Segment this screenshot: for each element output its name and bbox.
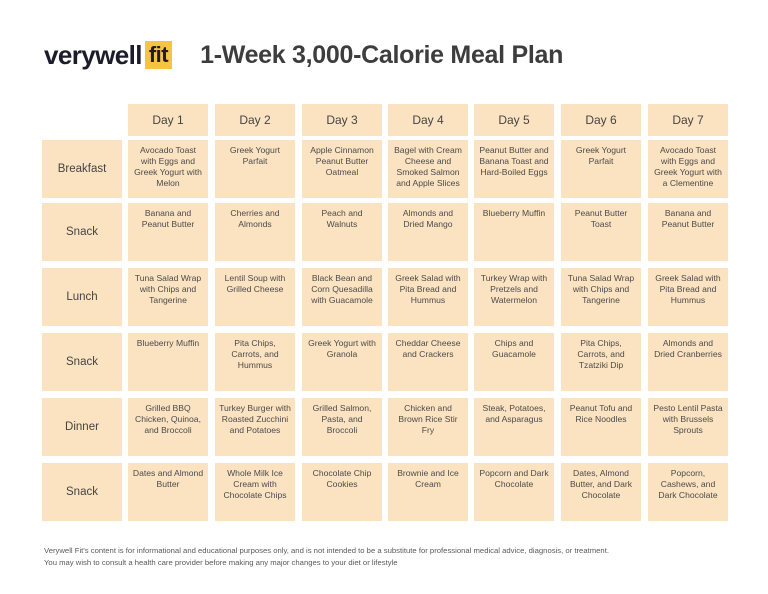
meal-cell: Whole Milk Ice Cream with Chocolate Chip… [215,463,295,521]
meal-cell: Popcorn and Dark Chocolate [474,463,554,521]
day-header: Day 5 [474,104,554,136]
meal-cell: Pita Chips, Carrots, and Tzatziki Dip [561,333,641,391]
meal-cell: Greek Salad with Pita Bread and Hummus [648,268,728,326]
meal-cell: Cheddar Cheese and Crackers [388,333,468,391]
header: verywell fit 1-Week 3,000-Calorie Meal P… [44,38,563,72]
meal-cell: Peanut Tofu and Rice Noodles [561,398,641,456]
meal-cell: Banana and Peanut Butter [648,203,728,261]
meal-cell: Dates and Almond Butter [128,463,208,521]
meal-cell: Dates, Almond Butter, and Dark Chocolate [561,463,641,521]
meal-cell: Blueberry Muffin [474,203,554,261]
meal-cell: Chicken and Brown Rice Stir Fry [388,398,468,456]
meal-cell: Turkey Burger with Roasted Zucchini and … [215,398,295,456]
disclaimer-line-2: You may wish to consult a health care pr… [44,557,398,567]
logo-word: verywell [44,39,142,70]
meal-cell: Lentil Soup with Grilled Cheese [215,268,295,326]
meal-cell: Banana and Peanut Butter [128,203,208,261]
verywell-fit-logo: verywell fit [44,39,173,71]
meal-cell: Chips and Guacamole [474,333,554,391]
day-header: Day 7 [648,104,728,136]
meal-cell: Blueberry Muffin [128,333,208,391]
meal-cell: Bagel with Cream Cheese and Smoked Salmo… [388,140,468,198]
meal-cell: Steak, Potatoes, and Asparagus [474,398,554,456]
day-header: Day 6 [561,104,641,136]
meal-cell: Popcorn, Cashews, and Dark Chocolate [648,463,728,521]
meal-cell: Tuna Salad Wrap with Chips and Tangerine [561,268,641,326]
meal-cell: Peanut Butter and Banana Toast and Hard-… [474,140,554,198]
meal-cell: Greek Yogurt Parfait [215,140,295,198]
meal-cell: Grilled BBQ Chicken, Quinoa, and Broccol… [128,398,208,456]
meal-cell: Greek Salad with Pita Bread and Hummus [388,268,468,326]
meal-cell: Turkey Wrap with Pretzels and Watermelon [474,268,554,326]
meal-cell: Almonds and Dried Cranberries [648,333,728,391]
day-header: Day 2 [215,104,295,136]
meal-cell: Peanut Butter Toast [561,203,641,261]
meal-cell: Grilled Salmon, Pasta, and Broccoli [302,398,382,456]
meal-row-label: Dinner [42,398,122,456]
meal-cell: Cherries and Almonds [215,203,295,261]
meal-cell: Peach and Walnuts [302,203,382,261]
meal-cell: Greek Yogurt with Granola [302,333,382,391]
meal-cell: Black Bean and Corn Quesadilla with Guac… [302,268,382,326]
meal-cell: Brownie and Ice Cream [388,463,468,521]
disclaimer-line-1: Verywell Fit's content is for informatio… [44,546,609,555]
meal-cell: Greek Yogurt Parfait [561,140,641,198]
logo-fit-badge: fit [144,41,173,69]
meal-row-label: Lunch [42,268,122,326]
page-title: 1-Week 3,000-Calorie Meal Plan [200,40,564,69]
meal-cell: Tuna Salad Wrap with Chips and Tangerine [128,268,208,326]
day-header: Day 3 [302,104,382,136]
meal-row-label: Breakfast [42,140,122,198]
meal-cell: Pita Chips, Carrots, and Hummus [215,333,295,391]
meal-cell: Avocado Toast with Eggs and Greek Yogurt… [128,140,208,198]
meal-row-label: Snack [42,463,122,521]
meal-row-label: Snack [42,333,122,391]
meal-row-label: Snack [42,203,122,261]
meal-cell: Almonds and Dried Mango [388,203,468,261]
meal-cell: Chocolate Chip Cookies [302,463,382,521]
day-header: Day 1 [128,104,208,136]
disclaimer: Verywell Fit's content is for informatio… [44,545,609,568]
meal-cell: Pesto Lentil Pasta with Brussels Sprouts [648,398,728,456]
meal-cell: Apple Cinnamon Peanut Butter Oatmeal [302,140,382,198]
day-header: Day 4 [388,104,468,136]
meal-cell: Avocado Toast with Eggs and Greek Yogurt… [648,140,728,198]
